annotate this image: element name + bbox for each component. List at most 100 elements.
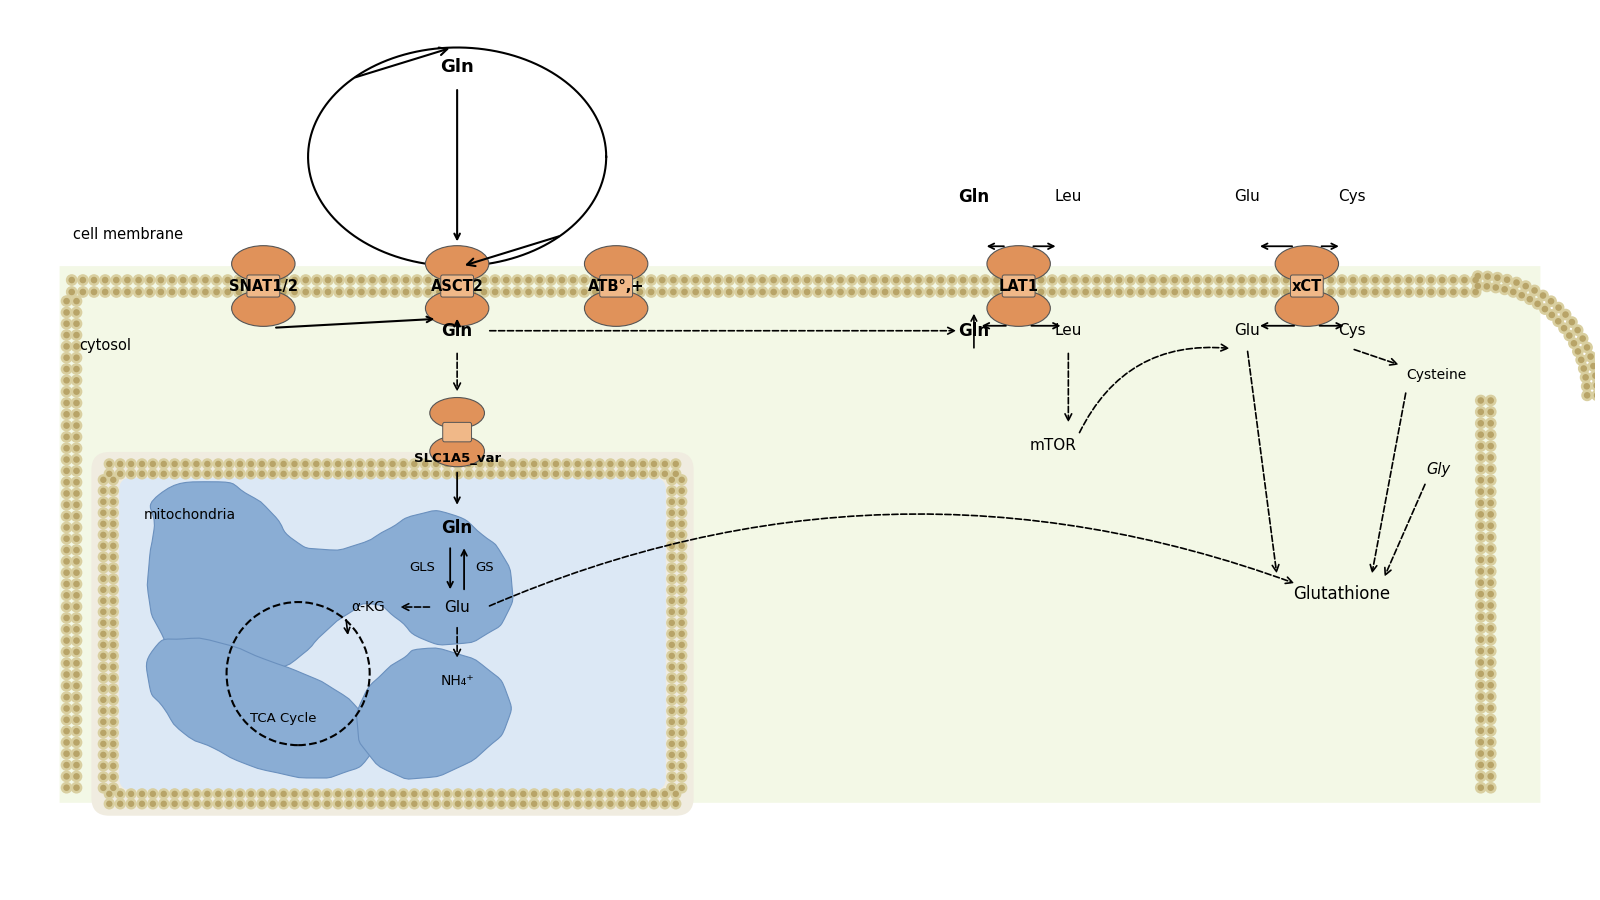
Circle shape — [1584, 392, 1590, 398]
Circle shape — [496, 459, 507, 469]
Circle shape — [576, 472, 581, 476]
Circle shape — [669, 632, 674, 636]
Circle shape — [98, 530, 109, 540]
Circle shape — [109, 486, 118, 496]
Circle shape — [635, 287, 645, 297]
Circle shape — [560, 277, 565, 283]
Circle shape — [1403, 287, 1414, 297]
Circle shape — [205, 472, 210, 476]
Circle shape — [110, 664, 115, 670]
Circle shape — [1546, 296, 1557, 306]
Circle shape — [421, 789, 430, 799]
Text: Leu: Leu — [1054, 323, 1082, 338]
Circle shape — [98, 607, 109, 616]
Circle shape — [61, 635, 72, 646]
Circle shape — [488, 791, 493, 796]
Circle shape — [626, 290, 632, 294]
Circle shape — [1573, 346, 1582, 356]
Circle shape — [1350, 290, 1355, 294]
Circle shape — [1485, 623, 1496, 634]
Circle shape — [74, 717, 78, 723]
Circle shape — [904, 290, 910, 294]
Circle shape — [136, 277, 141, 283]
Circle shape — [61, 443, 72, 454]
Circle shape — [1184, 277, 1189, 283]
Circle shape — [838, 277, 843, 283]
Text: LAT1: LAT1 — [998, 278, 1038, 293]
Circle shape — [1485, 782, 1496, 793]
Circle shape — [1485, 554, 1496, 565]
Circle shape — [1306, 290, 1310, 294]
Circle shape — [336, 801, 341, 806]
Circle shape — [658, 287, 667, 297]
Circle shape — [712, 274, 723, 285]
Circle shape — [488, 462, 493, 466]
Circle shape — [234, 287, 245, 297]
Circle shape — [422, 462, 427, 466]
Circle shape — [496, 469, 507, 479]
Circle shape — [531, 791, 536, 796]
Circle shape — [1005, 290, 1010, 294]
Circle shape — [680, 287, 690, 297]
Circle shape — [101, 510, 106, 516]
Circle shape — [640, 472, 645, 476]
Circle shape — [1485, 464, 1496, 474]
Circle shape — [1485, 669, 1496, 679]
Circle shape — [1509, 287, 1518, 297]
Circle shape — [1520, 281, 1531, 292]
Circle shape — [488, 472, 493, 476]
Circle shape — [301, 274, 310, 285]
Circle shape — [1061, 290, 1066, 294]
Circle shape — [72, 375, 82, 385]
Circle shape — [61, 386, 72, 397]
Circle shape — [715, 290, 720, 294]
Circle shape — [650, 469, 659, 479]
Circle shape — [1315, 287, 1325, 297]
Circle shape — [150, 791, 155, 796]
Circle shape — [98, 574, 109, 584]
Circle shape — [442, 789, 451, 799]
Circle shape — [139, 801, 144, 806]
Circle shape — [125, 290, 130, 294]
Circle shape — [98, 596, 109, 606]
Circle shape — [682, 277, 686, 283]
Circle shape — [72, 489, 82, 499]
Circle shape — [669, 752, 674, 758]
Circle shape — [200, 274, 211, 285]
Circle shape — [1482, 281, 1491, 292]
Circle shape — [486, 459, 496, 469]
Circle shape — [74, 446, 78, 451]
Circle shape — [1485, 498, 1496, 508]
Circle shape — [336, 791, 341, 796]
Circle shape — [392, 290, 397, 294]
Circle shape — [147, 290, 152, 294]
Circle shape — [61, 364, 72, 374]
Circle shape — [562, 469, 571, 479]
Circle shape — [667, 508, 677, 518]
Circle shape — [72, 771, 82, 781]
Circle shape — [1162, 290, 1166, 294]
Ellipse shape — [426, 246, 490, 282]
Circle shape — [1531, 288, 1538, 293]
Circle shape — [72, 398, 82, 408]
Circle shape — [1488, 626, 1493, 631]
Circle shape — [565, 791, 570, 796]
Circle shape — [101, 489, 106, 493]
Circle shape — [1392, 274, 1403, 285]
Circle shape — [1488, 489, 1493, 494]
Circle shape — [1562, 326, 1566, 331]
Circle shape — [515, 277, 520, 283]
Circle shape — [366, 469, 376, 479]
Circle shape — [669, 786, 674, 790]
Circle shape — [530, 459, 539, 469]
Circle shape — [1499, 284, 1510, 294]
Circle shape — [565, 801, 570, 806]
Circle shape — [368, 287, 378, 297]
Circle shape — [64, 332, 69, 338]
Circle shape — [677, 552, 686, 562]
Circle shape — [1325, 287, 1336, 297]
Circle shape — [344, 789, 354, 799]
Circle shape — [227, 462, 232, 466]
Circle shape — [78, 287, 88, 297]
Circle shape — [346, 287, 355, 297]
